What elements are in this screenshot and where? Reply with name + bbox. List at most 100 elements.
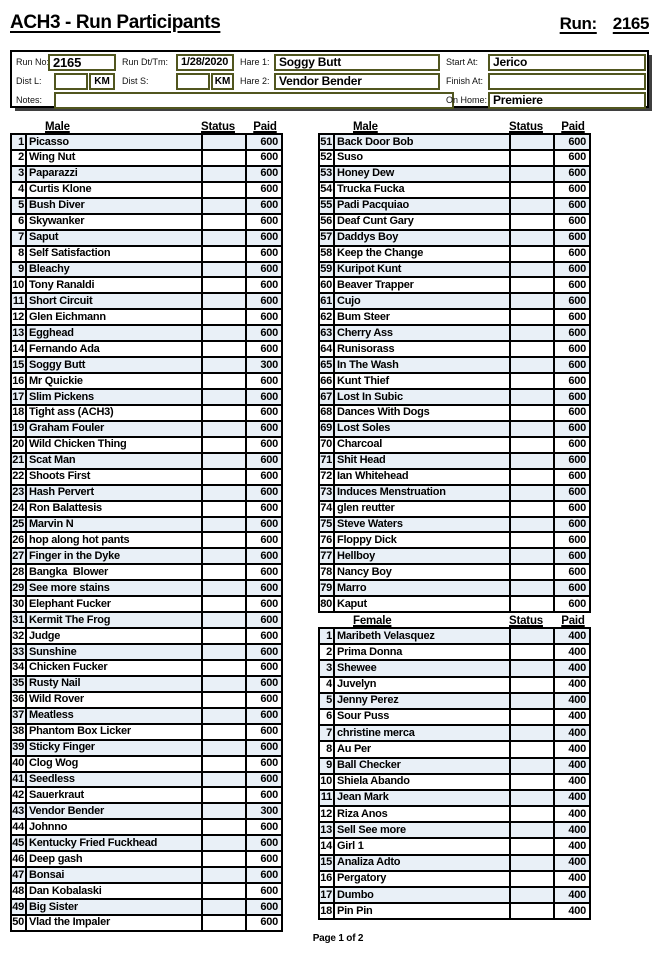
- cell-paid: 400: [555, 677, 591, 692]
- cell-name: Sell See more: [335, 823, 511, 838]
- cell-status: [511, 421, 555, 436]
- cell-status: [511, 758, 555, 773]
- cell-name: hop along hot pants: [27, 533, 203, 548]
- dist-l-field[interactable]: [54, 73, 88, 90]
- cell-num: 65: [318, 358, 335, 373]
- status-header: Status: [509, 121, 543, 133]
- cell-status: [511, 807, 555, 822]
- cell-name: Beaver Trapper: [335, 278, 511, 293]
- run-dt-field[interactable]: 1/28/2020: [176, 54, 234, 71]
- notes-label: Notes:: [16, 95, 43, 105]
- cell-num: 41: [10, 772, 27, 787]
- table-row: 4 Juvelyn 400: [318, 677, 591, 694]
- table-row: 79 Marro 600: [318, 581, 591, 598]
- cell-paid: 600: [247, 310, 283, 325]
- cell-paid: 600: [555, 533, 591, 548]
- cell-status: [511, 246, 555, 261]
- cell-num: 23: [10, 485, 27, 500]
- start-at-field[interactable]: Jerico: [488, 54, 646, 71]
- hare2-label: Hare 2:: [240, 76, 270, 86]
- cell-num: 47: [10, 868, 27, 883]
- male-table-left: Male Status Paid 1 Picasso 600 2 Wing Nut 600…: [10, 118, 283, 932]
- cell-name: Bonsai: [27, 868, 203, 883]
- notes-field[interactable]: [54, 92, 454, 109]
- cell-paid: 600: [247, 868, 283, 883]
- dist-s-field[interactable]: [176, 73, 210, 90]
- cell-status: [511, 405, 555, 420]
- table-row: 48 Dan Kobalaski 600: [10, 884, 283, 900]
- table-row: 39 Sticky Finger 600: [10, 740, 283, 757]
- cell-paid: 400: [555, 693, 591, 708]
- cell-num: 59: [318, 262, 335, 277]
- table-row: 65 In The Wash 600: [318, 358, 591, 375]
- cell-status: [511, 517, 555, 532]
- cell-status: [203, 756, 247, 771]
- cell-paid: 600: [247, 198, 283, 213]
- cell-status: [203, 246, 247, 261]
- cell-num: 7: [10, 230, 27, 245]
- cell-num: 40: [10, 756, 27, 771]
- cell-name: Wing Nut: [27, 150, 203, 165]
- table-row: 77 Hellboy 600: [318, 549, 591, 566]
- cell-status: [511, 888, 555, 903]
- table-row: 6 Sour Puss 400: [318, 709, 591, 727]
- cell-status: [511, 374, 555, 388]
- cell-name: Meatless: [27, 708, 203, 723]
- cell-status: [203, 581, 247, 596]
- cell-paid: 600: [555, 501, 591, 516]
- cell-name: Curtis Klone: [27, 182, 203, 197]
- cell-paid: 600: [555, 246, 591, 261]
- cell-status: [203, 549, 247, 564]
- cell-name: Deep gash: [27, 852, 203, 867]
- cell-name: Clog Wog: [27, 756, 203, 771]
- finish-at-field[interactable]: [488, 73, 646, 90]
- page-footer: Page 1 of 2: [312, 933, 364, 944]
- table-row: 23 Hash Pervert 600: [10, 485, 283, 502]
- cell-status: [203, 820, 247, 835]
- table-row: 61 Cujo 600: [318, 294, 591, 311]
- table-row: 36 Wild Rover 600: [10, 692, 283, 709]
- run-no-field[interactable]: 2165: [48, 54, 116, 71]
- table-row: 53 Honey Dew 600: [318, 166, 591, 183]
- cell-paid: 600: [247, 613, 283, 628]
- cell-status: [203, 310, 247, 325]
- hare1-field[interactable]: Soggy Butt: [274, 54, 440, 71]
- cell-status: [203, 421, 247, 436]
- cell-paid: 600: [555, 390, 591, 404]
- table-row: 57 Daddys Boy 600: [318, 230, 591, 247]
- cell-status: [511, 358, 555, 373]
- cell-name: Wild Rover: [27, 692, 203, 707]
- cell-name: Marvin N: [27, 517, 203, 532]
- cell-name: Vlad the Impaler: [27, 915, 203, 930]
- table-row: 15 Analiza Adto 400: [318, 855, 591, 872]
- table-body: 51 Back Door Bob 600 52 Suso 600 53 Honey Dew 60…: [318, 133, 591, 614]
- table-row: 70 Charcoal 600: [318, 437, 591, 454]
- gender-header: Male: [45, 121, 70, 133]
- cell-num: 21: [10, 453, 27, 468]
- cell-status: [203, 676, 247, 691]
- cell-num: 46: [10, 852, 27, 867]
- cell-paid: 400: [555, 904, 591, 919]
- cell-paid: 600: [247, 676, 283, 691]
- table-row: 3 Paparazzi 600: [10, 166, 283, 183]
- hare2-field[interactable]: Vendor Bender: [274, 73, 440, 90]
- table-row: 63 Cherry Ass 600: [318, 326, 591, 343]
- cell-num: 2: [318, 645, 335, 660]
- cell-status: [203, 182, 247, 197]
- table-row: 5 Jenny Perez 400: [318, 693, 591, 710]
- cell-paid: 600: [555, 358, 591, 373]
- table-row: 25 Marvin N 600: [10, 517, 283, 534]
- table-row: 11 Jean Mark 400: [318, 790, 591, 808]
- cell-num: 67: [318, 390, 335, 404]
- table-header-row: Female Status Paid: [318, 605, 591, 627]
- cell-num: 27: [10, 549, 27, 564]
- cell-name: In The Wash: [335, 358, 511, 373]
- table-row: 19 Graham Fouler 600: [10, 421, 283, 438]
- table-row: 1 Maribeth Velasquez 400: [318, 629, 591, 646]
- cell-paid: 600: [247, 724, 283, 739]
- cell-paid: 300: [247, 804, 283, 819]
- cell-num: 9: [10, 262, 27, 277]
- cell-name: Floppy Dick: [335, 533, 511, 548]
- on-home-field[interactable]: Premiere: [488, 92, 646, 109]
- cell-num: 6: [318, 709, 335, 725]
